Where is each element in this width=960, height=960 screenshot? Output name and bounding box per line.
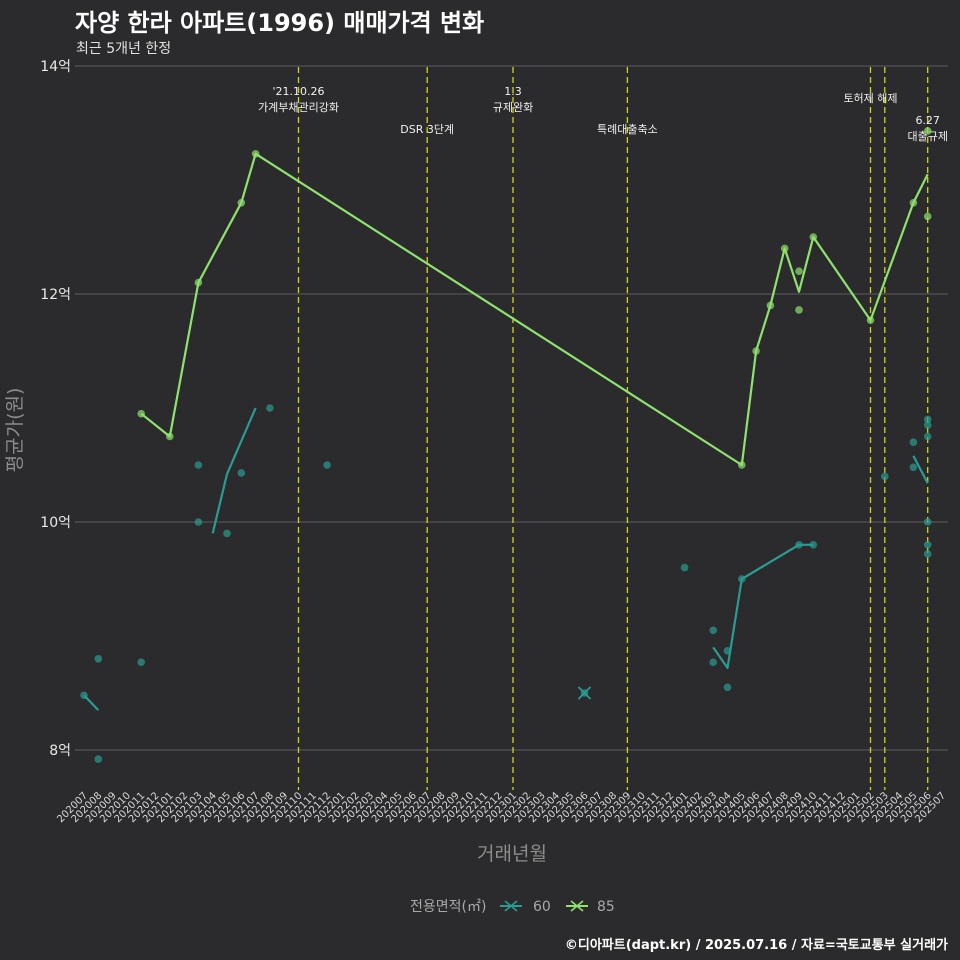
data-point-85 (923, 127, 932, 135)
series-line-85 (140, 152, 929, 467)
data-point-60 (923, 432, 932, 441)
axis-ticks: 8억10억12억14억20200720200820200920201020201… (40, 59, 948, 825)
grid-lines (75, 65, 948, 751)
event-label: 토허제 해제 (843, 91, 897, 105)
data-point-85 (795, 306, 803, 314)
data-point-60 (923, 421, 932, 429)
data-point-85 (194, 278, 203, 287)
data-point-60 (738, 575, 746, 583)
data-point-60 (923, 518, 932, 526)
series-line-60 (211, 407, 257, 534)
data-point-60 (223, 529, 231, 538)
data-point-60 (923, 550, 932, 558)
data-point-60 (723, 683, 732, 692)
data-point-60 (881, 472, 889, 481)
data-point-60 (709, 658, 717, 667)
data-point-85 (866, 316, 875, 325)
legend-title: 전용면적(㎡) (410, 899, 486, 915)
data-point-85 (909, 199, 918, 207)
data-point-60 (80, 691, 88, 700)
data-point-60 (909, 438, 918, 447)
data-point-60 (94, 755, 103, 763)
data-point-85 (251, 149, 260, 158)
data-point-85 (795, 267, 803, 276)
series-line-60 (912, 455, 929, 484)
legend-label-60: 60 (533, 899, 551, 915)
event-label: '21.10.26 (272, 85, 324, 98)
data-point-60 (266, 404, 274, 412)
data-point-60 (923, 541, 932, 549)
data-point-85 (780, 244, 789, 253)
data-point-85 (137, 409, 145, 418)
y-tick-label: 12억 (40, 287, 71, 303)
y-tick-label: 8억 (49, 743, 71, 759)
y-tick-label: 10억 (40, 515, 71, 531)
x-axis-label: 거래년월 (477, 843, 547, 865)
data-point-85 (237, 199, 246, 207)
data-point-85 (166, 432, 174, 441)
event-label: 규제완화 (493, 101, 533, 114)
y-tick-label: 14억 (40, 59, 71, 75)
series-layer (80, 127, 932, 763)
event-label: 1.3 (504, 85, 522, 98)
data-point-60 (909, 463, 918, 472)
event-label: 6.27 (915, 114, 940, 127)
data-point-85 (766, 301, 775, 310)
data-point-60 (709, 626, 717, 635)
event-label: 대출규제 (907, 130, 947, 143)
data-point-60 (194, 461, 203, 469)
event-label: 가계부채관리강화 (258, 101, 339, 114)
data-point-60 (723, 647, 732, 655)
data-point-60 (323, 461, 331, 469)
data-point-60 (809, 541, 818, 549)
chart-title: 자양 한라 아파트(1996) 매매가격 변화 (75, 9, 485, 37)
cross-marker-60 (577, 686, 592, 700)
data-point-85 (923, 212, 932, 221)
legend-label-85: 85 (597, 899, 615, 915)
event-label: DSR 3단계 (400, 123, 454, 136)
data-point-85 (752, 347, 760, 355)
legend: 전용면적(㎡) 60 85 (410, 899, 615, 915)
data-point-60 (94, 655, 103, 663)
data-point-60 (237, 469, 246, 477)
legend-item-60[interactable]: 60 (500, 899, 551, 915)
data-point-60 (137, 658, 145, 667)
data-point-60 (923, 415, 932, 424)
chart-subtitle: 최근 5개년 한정 (76, 41, 172, 57)
y-axis-label: 평균가(원) (4, 388, 26, 473)
data-point-85 (738, 461, 746, 469)
source-caption: ©디아파트(dapt.kr) / 2025.07.16 / 자료=국토교통부 실… (564, 938, 948, 953)
data-point-85 (809, 233, 818, 241)
data-point-60 (680, 563, 689, 572)
data-point-60 (795, 541, 803, 549)
data-point-60 (194, 518, 203, 526)
event-label: 특례대출축소 (597, 123, 658, 136)
legend-item-85[interactable]: 85 (566, 899, 615, 915)
